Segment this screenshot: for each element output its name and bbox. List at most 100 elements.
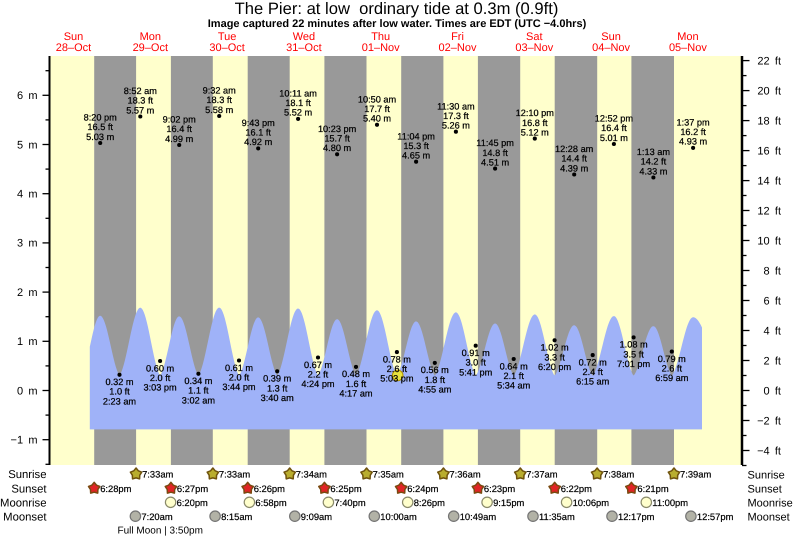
svg-text:14 ft: 14 ft [757,175,781,187]
svg-text:1.02 m: 1.02 m [541,343,569,353]
svg-text:2.6 ft: 2.6 ft [662,364,683,374]
svg-text:Sunrise: Sunrise [8,469,46,481]
svg-text:5.03 m: 5.03 m [86,132,114,142]
svg-text:0.32 m: 0.32 m [105,377,133,387]
svg-text:12:10 pm: 12:10 pm [516,108,555,118]
svg-text:16.2 ft: 16.2 ft [680,127,706,137]
svg-text:5:03 pm: 5:03 pm [380,374,414,384]
svg-text:0 m: 0 m [17,385,38,397]
svg-text:8 ft: 8 ft [764,265,782,277]
svg-text:6:21pm: 6:21pm [637,483,668,494]
svg-text:14.2 ft: 14.2 ft [641,157,667,167]
svg-text:0.34 m: 0.34 m [184,376,212,386]
svg-text:16.5 ft: 16.5 ft [87,122,113,132]
svg-text:4:17 am: 4:17 am [339,389,373,399]
svg-text:12:52 pm: 12:52 pm [595,114,634,124]
svg-text:10 ft: 10 ft [757,235,781,247]
svg-text:7:38am: 7:38am [603,469,634,480]
svg-text:Mon: Mon [677,31,698,43]
svg-text:−2 ft: −2 ft [757,415,781,427]
svg-text:−4 ft: −4 ft [757,445,781,457]
svg-text:7:39am: 7:39am [680,469,711,480]
svg-text:7:35am: 7:35am [373,469,404,480]
svg-text:3:40 am: 3:40 am [261,393,295,403]
svg-text:Full Moon | 3:50pm: Full Moon | 3:50pm [118,526,203,537]
svg-text:6:20 pm: 6:20 pm [538,362,572,372]
svg-text:6:58pm: 6:58pm [255,497,286,508]
svg-text:1.3 ft: 1.3 ft [267,383,288,393]
svg-text:4.92 m: 4.92 m [244,137,272,147]
svg-text:5.40 m: 5.40 m [363,114,391,124]
svg-text:10:06pm: 10:06pm [573,497,610,508]
svg-text:0.61 m: 0.61 m [225,363,253,373]
svg-text:10:50 am: 10:50 am [358,94,397,104]
svg-text:4 m: 4 m [17,189,38,201]
svg-text:4.65 m: 4.65 m [402,151,430,161]
svg-text:The Pier: at low ordinary tid: The Pier: at low ordinary tide at 0.3m (… [235,0,559,18]
svg-text:16 ft: 16 ft [757,145,781,157]
svg-text:Image captured 22 minutes afte: Image captured 22 minutes after low wate… [208,18,587,30]
svg-text:3.0 ft: 3.0 ft [465,358,486,368]
svg-text:8:52 am: 8:52 am [124,86,158,96]
svg-text:17.7 ft: 17.7 ft [364,104,390,114]
svg-text:6:27pm: 6:27pm [177,483,208,494]
svg-text:9:02 pm: 9:02 pm [163,115,197,125]
svg-text:7:34am: 7:34am [296,469,327,480]
svg-text:3:02 am: 3:02 am [182,395,216,405]
svg-text:12:28 am: 12:28 am [555,144,594,154]
svg-text:2.0 ft: 2.0 ft [229,372,250,382]
svg-text:5:34 am: 5:34 am [497,381,531,391]
svg-text:5:41 pm: 5:41 pm [459,367,493,377]
svg-text:10:00am: 10:00am [380,511,417,522]
svg-text:1.08 m: 1.08 m [620,340,648,350]
svg-text:6:25pm: 6:25pm [330,483,361,494]
svg-text:8:20 pm: 8:20 pm [84,113,118,123]
svg-text:3:44 pm: 3:44 pm [222,382,256,392]
svg-text:02–Nov: 02–Nov [439,42,477,54]
svg-text:4:55 am: 4:55 am [418,385,452,395]
svg-text:Sunrise: Sunrise [748,469,785,481]
svg-text:Mon: Mon [140,31,161,43]
svg-text:5.57 m: 5.57 m [126,105,154,115]
svg-text:12:57pm: 12:57pm [697,511,734,522]
svg-text:6:28pm: 6:28pm [100,483,131,494]
svg-text:6 ft: 6 ft [764,295,782,307]
svg-text:5.52 m: 5.52 m [284,108,312,118]
svg-text:16.1 ft: 16.1 ft [245,128,271,138]
svg-text:0.39 m: 0.39 m [263,374,291,384]
svg-text:Tue: Tue [218,31,237,43]
svg-text:10:23 pm: 10:23 pm [318,124,357,134]
svg-text:1.8 ft: 1.8 ft [425,375,446,385]
svg-text:3 m: 3 m [17,238,38,250]
svg-text:2 m: 2 m [17,287,38,299]
svg-text:14.4 ft: 14.4 ft [561,154,587,164]
svg-text:5.26 m: 5.26 m [442,121,470,131]
svg-text:2.6 ft: 2.6 ft [387,364,408,374]
svg-text:6:26pm: 6:26pm [254,483,285,494]
svg-text:7:37am: 7:37am [526,469,557,480]
svg-text:1 m: 1 m [17,336,38,348]
svg-text:28–Oct: 28–Oct [56,42,91,54]
svg-text:15.3 ft: 15.3 ft [403,141,429,151]
svg-text:0.56 m: 0.56 m [421,365,449,375]
svg-text:Wed: Wed [293,31,315,43]
svg-text:18.3 ft: 18.3 ft [206,95,232,105]
svg-text:3.3 ft: 3.3 ft [544,352,565,362]
svg-text:16.4 ft: 16.4 ft [601,123,627,133]
svg-text:4.51 m: 4.51 m [481,157,509,167]
svg-text:3.5 ft: 3.5 ft [623,349,644,359]
svg-text:7:33am: 7:33am [142,469,173,480]
svg-text:Moonset: Moonset [3,511,47,523]
svg-text:11:00pm: 11:00pm [652,497,688,508]
svg-text:1:13 am: 1:13 am [637,147,671,157]
svg-text:29–Oct: 29–Oct [133,42,168,54]
svg-text:16.4 ft: 16.4 ft [166,124,192,134]
svg-text:1.0 ft: 1.0 ft [109,387,130,397]
svg-text:9:15pm: 9:15pm [493,497,524,508]
svg-text:04–Nov: 04–Nov [592,42,630,54]
svg-text:9:43 pm: 9:43 pm [242,118,276,128]
svg-text:2.1 ft: 2.1 ft [503,371,524,381]
svg-text:6:20pm: 6:20pm [177,497,208,508]
svg-text:5 m: 5 m [17,139,38,151]
svg-text:6:15 am: 6:15 am [576,377,610,387]
